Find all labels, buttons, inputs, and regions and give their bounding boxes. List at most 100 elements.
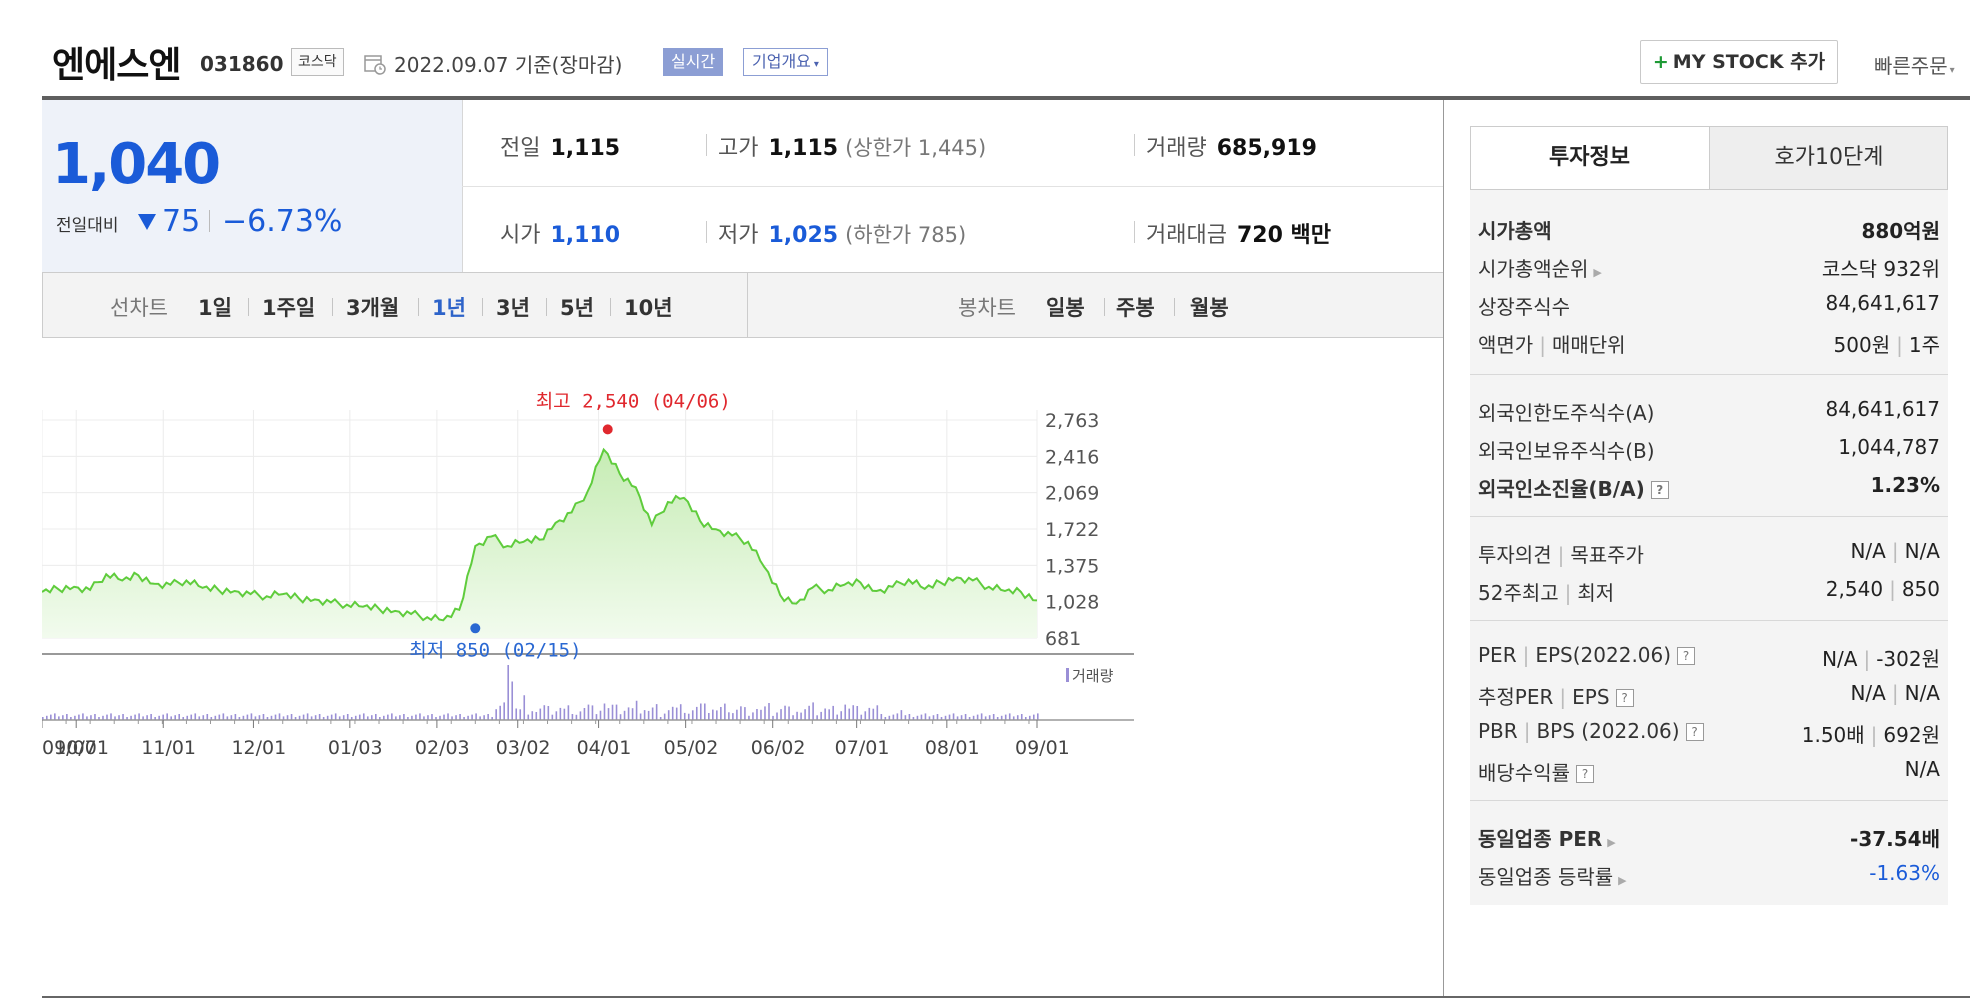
- down-triangle-icon: [138, 214, 156, 230]
- x-tick-label: 09/01: [1015, 737, 1070, 759]
- separator: [706, 134, 707, 156]
- stat-label: 거래대금: [1146, 223, 1227, 248]
- volume-bar: [511, 681, 514, 720]
- volume-bar: [342, 715, 345, 720]
- row-sector-change[interactable]: 동일업종 등락률 ▶ -1.63%: [1478, 861, 1940, 890]
- volume-bar: [972, 715, 975, 720]
- volume-bar: [326, 715, 329, 720]
- add-my-stock-button[interactable]: + MY STOCK 추가: [1640, 40, 1838, 84]
- volume-bar: [736, 709, 738, 720]
- tab-3year[interactable]: 3년: [496, 296, 530, 320]
- realtime-button[interactable]: 실시간: [663, 48, 724, 76]
- help-icon[interactable]: ?: [1677, 647, 1696, 665]
- row-value: N/A: [1822, 647, 1858, 671]
- row-label: 추정PER: [1478, 685, 1554, 709]
- volume-bar: [663, 713, 666, 720]
- row-foreign-held: 외국인보유주식수(B) 1,044,787: [1478, 435, 1940, 464]
- volume-bar: [936, 714, 939, 720]
- volume-bar: [479, 716, 481, 720]
- volume-bar: [302, 714, 305, 720]
- row-value: -37.54배: [1850, 827, 1940, 851]
- volume-bar: [170, 716, 172, 720]
- row-est-per: 추정PER | EPS? N/A | N/A: [1478, 681, 1940, 709]
- volume-bar: [451, 716, 453, 720]
- stock-name: 엔에스엔: [52, 45, 181, 86]
- fast-order-button[interactable]: 빠른주문 ▾: [1874, 50, 1955, 79]
- volume-bar: [699, 703, 702, 720]
- volume-bar: [459, 714, 461, 720]
- volume-bar: [1004, 714, 1007, 720]
- volume-bar: [611, 704, 614, 720]
- separator: [1104, 298, 1105, 316]
- tab-daily[interactable]: 일봉: [1046, 296, 1085, 320]
- row-label: 시가총액순위: [1478, 257, 1589, 281]
- volume-bar: [186, 715, 189, 720]
- volume-bar: [226, 716, 229, 720]
- y-tick-label: 1,722: [1045, 519, 1099, 541]
- row-label: 최저: [1577, 581, 1615, 605]
- tab-invest-info[interactable]: 투자정보: [1470, 126, 1709, 190]
- volume-bar: [463, 717, 465, 720]
- volume-bar: [282, 716, 285, 720]
- x-tick-label: 10/01: [54, 737, 109, 759]
- volume-bar: [772, 715, 774, 720]
- volume-bar: [539, 708, 542, 720]
- row-value: N/A: [1904, 757, 1940, 781]
- volume-bar: [527, 714, 530, 720]
- row-label: 동일업종 PER: [1478, 827, 1603, 851]
- stock-code: 031860: [200, 52, 284, 76]
- volume-bar: [583, 708, 586, 720]
- tab-3month[interactable]: 3개월: [346, 296, 400, 320]
- tab-10year[interactable]: 10년: [624, 296, 673, 320]
- row-label: 외국인보유주식수(B): [1478, 439, 1655, 463]
- volume-bar: [370, 715, 373, 720]
- company-info-dropdown[interactable]: 기업개요 ▾: [743, 48, 828, 76]
- tab-1day[interactable]: 1일: [198, 296, 232, 320]
- volume-bar: [623, 710, 626, 720]
- row-per-eps: PER | EPS(2022.06)? N/A | -302원: [1478, 643, 1940, 671]
- x-tick-label: 03/02: [496, 737, 551, 759]
- separator: [1470, 800, 1948, 801]
- tab-monthly[interactable]: 월봉: [1190, 296, 1229, 320]
- volume-bar: [166, 713, 168, 720]
- help-icon[interactable]: ?: [1685, 723, 1704, 741]
- stat-prev-close: 전일 1,115: [500, 130, 620, 162]
- row-market-cap-rank[interactable]: 시가총액순위 ▶ 코스닥 932위: [1478, 253, 1940, 282]
- separator: [1174, 298, 1175, 316]
- high-marker: [602, 424, 613, 435]
- volume-bar: [880, 714, 883, 720]
- volume-bar: [720, 707, 722, 720]
- volume-bar: [760, 709, 762, 720]
- price-chart[interactable]: 2,763 2,416 2,069 1,722 1,375 1,028 681 최고 2,5…: [42, 390, 1442, 970]
- volume-bar: [956, 716, 959, 720]
- row-value: 500원: [1833, 333, 1891, 357]
- tab-5year[interactable]: 5년: [560, 296, 594, 320]
- separator: [747, 273, 748, 337]
- volume-bar: [1000, 715, 1003, 720]
- tab-1year[interactable]: 1년: [432, 296, 466, 320]
- row-value: N/A: [1904, 681, 1940, 705]
- separator: [418, 298, 419, 316]
- tab-order-book[interactable]: 호가10단계: [1709, 126, 1948, 190]
- volume-bar: [631, 708, 634, 720]
- row-value: 1주: [1908, 333, 1940, 357]
- change-percent: −6.73%: [222, 204, 343, 239]
- row-sector-per[interactable]: 동일업종 PER ▶ -37.54배: [1478, 823, 1940, 852]
- calendar-clock-icon: [364, 55, 386, 75]
- volume-bar: [338, 716, 341, 720]
- stat-value: 1,115: [550, 136, 621, 161]
- volume-bar: [904, 715, 907, 720]
- volume-bar: [964, 714, 967, 720]
- help-icon[interactable]: ?: [1615, 689, 1634, 707]
- volume-bar: [932, 715, 935, 720]
- help-icon[interactable]: ?: [1576, 765, 1594, 783]
- volume-bar: [916, 715, 919, 720]
- tab-weekly[interactable]: 주봉: [1116, 296, 1155, 320]
- volume-bar: [599, 710, 602, 720]
- help-icon[interactable]: ?: [1650, 481, 1669, 499]
- chevron-down-icon: ▾: [1949, 65, 1955, 76]
- volume-bar: [808, 705, 810, 720]
- separator: [1470, 374, 1948, 375]
- volume-bar: [691, 710, 694, 720]
- tab-1week[interactable]: 1주일: [262, 296, 316, 320]
